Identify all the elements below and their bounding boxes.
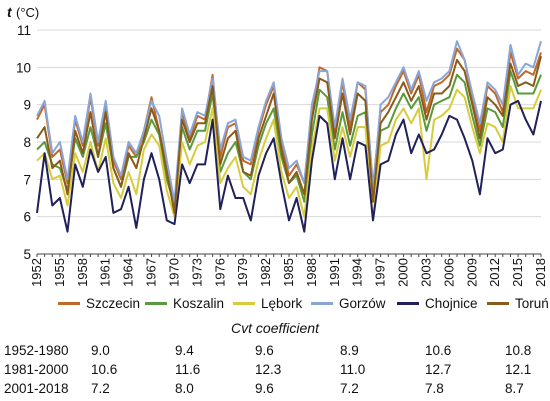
x-tick-label: 1967 — [144, 258, 159, 287]
cvt-value: 9.0 — [91, 343, 110, 358]
legend-item-lebork: Lębork — [233, 296, 302, 311]
x-tick-label: 2018 — [533, 258, 548, 287]
x-tick-label: 2000 — [396, 258, 411, 287]
x-tick-label: 1976 — [212, 258, 227, 287]
y-axis-label-variable: t — [7, 4, 13, 20]
cvt-value: 9.6 — [255, 381, 274, 396]
legend-swatch — [397, 302, 419, 305]
cvt-value: 11.6 — [175, 362, 201, 377]
legend-label: Gorzów — [339, 296, 386, 311]
legend-item-szczecin: Szczecin — [58, 296, 140, 311]
legend-item-torun: Toruń — [487, 296, 549, 311]
legend-item-chojnice: Chojnice — [397, 296, 478, 311]
cvt-value: 10.6 — [425, 343, 452, 358]
x-tick-label: 1952 — [29, 258, 44, 287]
y-tick-label: 10 — [16, 60, 31, 75]
x-tick-label: 1997 — [373, 258, 388, 287]
cvt-period: 2001-2018 — [4, 381, 69, 396]
cvt-value: 9.6 — [255, 343, 274, 358]
x-tick-label: 1991 — [327, 258, 342, 287]
cvt-value: 8.7 — [505, 381, 524, 396]
cvt-value: 10.8 — [505, 343, 532, 358]
cvt-period: 1981-2000 — [4, 362, 69, 377]
y-tick-label: 11 — [17, 23, 31, 38]
cvt-table-title: Cvt coefficient — [231, 320, 319, 336]
y-tick-label: 9 — [23, 98, 31, 113]
cvt-row: 1952-1980 9.0 9.4 9.6 8.9 10.6 10.8 — [0, 343, 550, 361]
cvt-value: 7.2 — [340, 381, 359, 396]
cvt-value: 10.6 — [91, 362, 118, 377]
x-tick-label: 1985 — [281, 258, 296, 287]
x-tick-label: 1955 — [52, 258, 67, 287]
x-tick-label: 2012 — [487, 258, 502, 287]
cvt-row: 1981-2000 10.6 11.6 12.3 11.0 12.7 12.1 — [0, 362, 550, 380]
x-tick-label: 1970 — [166, 258, 181, 287]
cvt-value: 12.1 — [505, 362, 532, 377]
cvt-value: 7.2 — [91, 381, 110, 396]
cvt-value: 11.0 — [340, 362, 366, 377]
cvt-row: 2001-2018 7.2 8.0 9.6 7.2 7.8 8.7 — [0, 381, 550, 399]
legend-swatch — [487, 302, 509, 305]
axes: 5 6 7 8 9 10 11 1952 1955 1958 1961 1964 1967 1970 197… — [16, 23, 548, 287]
x-tick-label: 1964 — [121, 258, 136, 287]
legend-swatch — [311, 302, 333, 305]
x-tick-label: 2009 — [464, 258, 479, 287]
cvt-value: 12.7 — [425, 362, 452, 377]
legend-swatch — [233, 302, 255, 305]
x-tick-label: 1988 — [304, 258, 319, 287]
x-tick-label: 1982 — [258, 258, 273, 287]
cvt-value: 9.4 — [175, 343, 194, 358]
legend: Szczecin Koszalin Lębork Gorzów Chojnice… — [58, 296, 549, 320]
x-tick-label: 1961 — [98, 258, 113, 287]
series-line-gorzow — [36, 40, 542, 203]
x-tick-label: 2003 — [418, 258, 433, 287]
y-tick-label: 6 — [23, 210, 31, 225]
x-tick-label: 1994 — [350, 258, 365, 287]
legend-label: Toruń — [515, 296, 549, 311]
legend-item-gorzow: Gorzów — [311, 296, 386, 311]
legend-swatch — [145, 302, 167, 305]
y-axis-label-unit: (°C) — [16, 5, 39, 20]
cvt-value: 8.0 — [175, 381, 194, 396]
x-tick-label: 1958 — [75, 258, 90, 287]
x-tick-label: 1973 — [189, 258, 204, 287]
cvt-value: 12.3 — [255, 362, 282, 377]
x-tick-label: 2015 — [510, 258, 525, 287]
legend-swatch — [58, 302, 80, 305]
x-tick-label: 1979 — [235, 258, 250, 287]
legend-label: Lębork — [261, 296, 303, 311]
series-lines — [36, 40, 542, 233]
y-tick-label: 7 — [23, 172, 31, 187]
series-line-chojnice — [36, 99, 542, 233]
cvt-value: 8.9 — [340, 343, 359, 358]
cvt-value: 7.8 — [425, 381, 444, 396]
legend-label: Koszalin — [173, 296, 225, 311]
legend-item-koszalin: Koszalin — [145, 296, 224, 311]
line-chart: t (°C) 5 6 7 8 9 10 11 1952 1955 1958 1961 1964 1967… — [7, 4, 548, 287]
legend-label: Szczecin — [86, 296, 141, 311]
series-line-lebork — [36, 85, 542, 222]
y-tick-label: 8 — [23, 135, 31, 150]
series-line-szczecin — [36, 47, 542, 211]
cvt-period: 1952-1980 — [4, 343, 69, 358]
y-tick-label: 5 — [23, 247, 31, 262]
legend-label: Chojnice — [425, 296, 478, 311]
x-tick-label: 2006 — [441, 258, 456, 287]
series-line-torun — [36, 55, 542, 214]
